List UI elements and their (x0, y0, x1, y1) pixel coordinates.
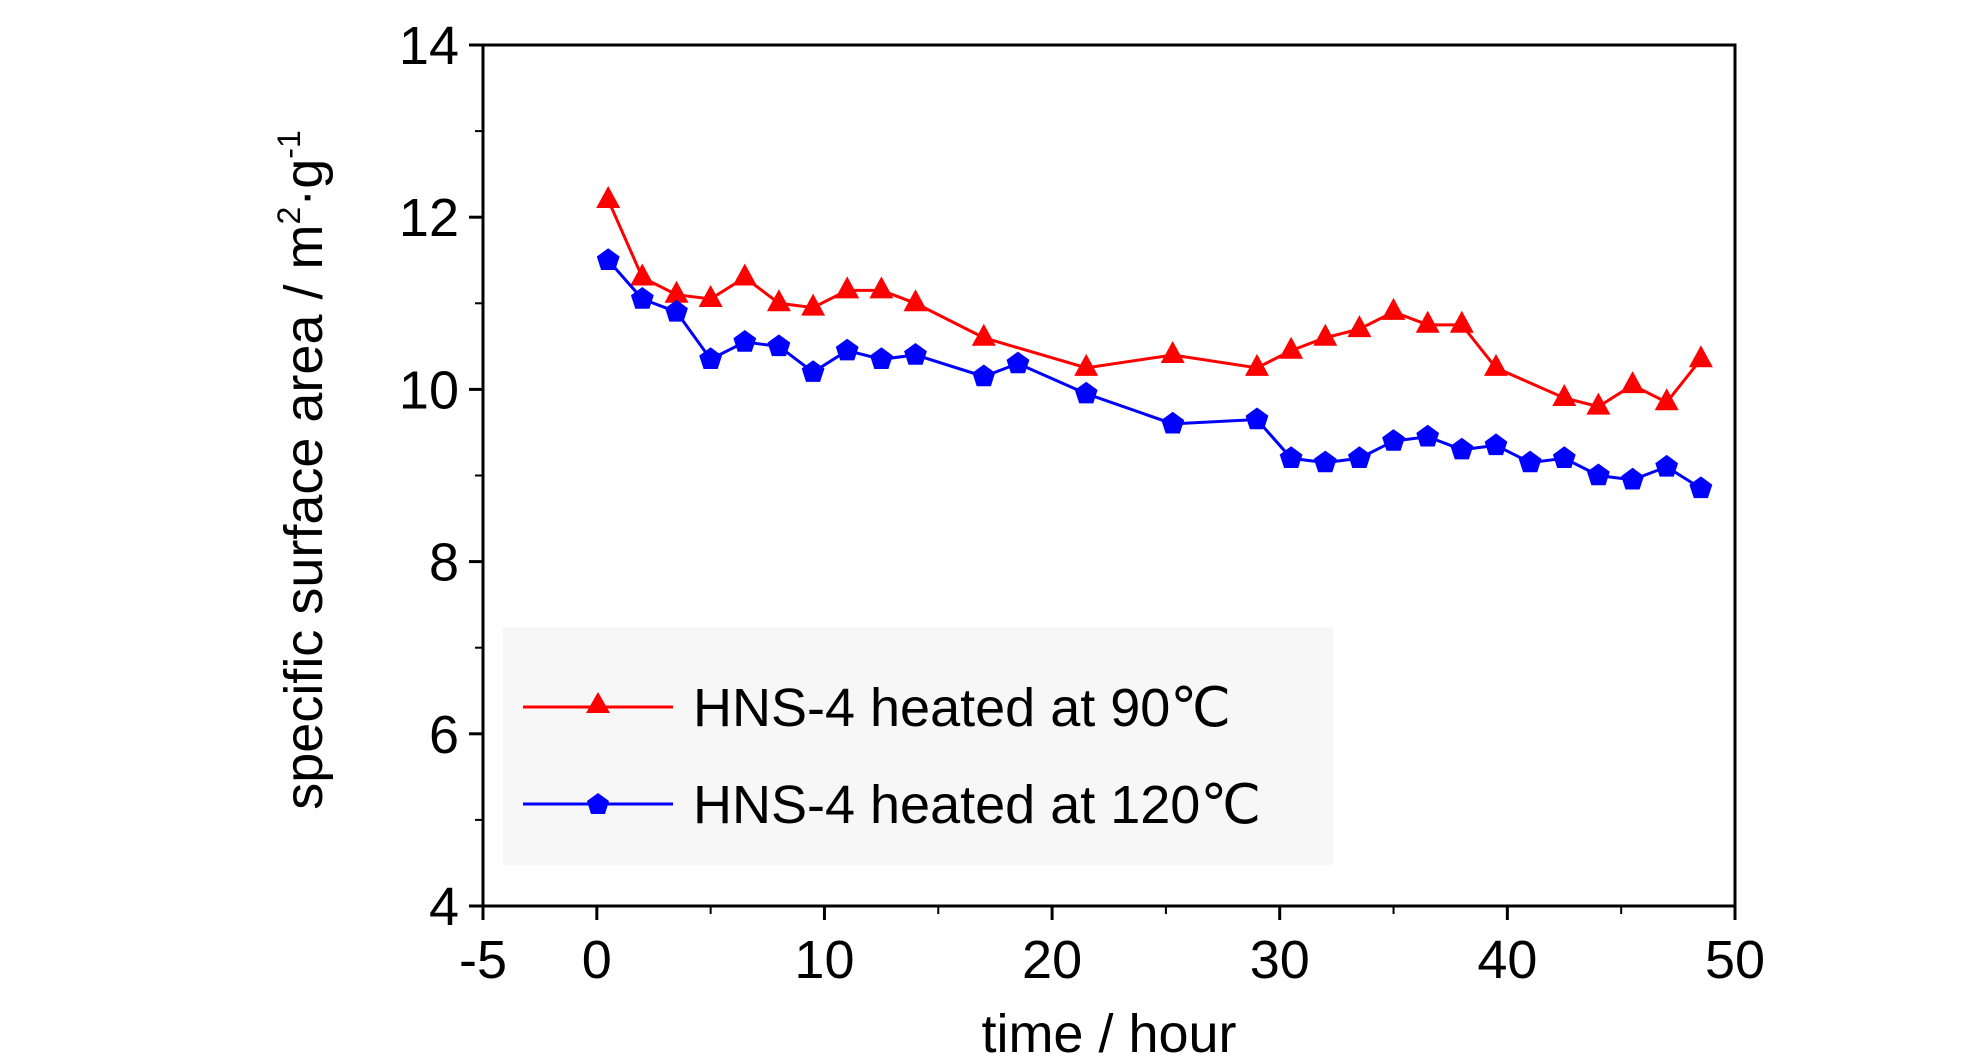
data-point (596, 248, 620, 270)
y-tick-label: 4 (429, 877, 459, 937)
series-0 (596, 186, 1713, 415)
data-point (972, 364, 996, 387)
data-point (1654, 388, 1679, 411)
data-point (835, 276, 860, 299)
data-point (1689, 476, 1713, 499)
y-tick-label: 14 (399, 16, 459, 76)
legend: HNS-4 heated at 90℃ HNS-4 heated at 120℃ (523, 678, 1261, 835)
data-point (664, 280, 689, 303)
data-point (1347, 315, 1372, 338)
data-point (1587, 463, 1610, 486)
data-point (1655, 454, 1679, 477)
data-point (870, 347, 893, 369)
data-point (835, 338, 859, 361)
data-point (767, 334, 791, 357)
data-point (1245, 407, 1269, 430)
x-tick-label: 10 (794, 930, 854, 990)
y-axis-label-sup2: -1 (271, 130, 307, 158)
data-point (1586, 392, 1611, 415)
data-point (1688, 345, 1713, 368)
data-point (1620, 371, 1645, 394)
data-point (766, 289, 791, 312)
data-point (1279, 446, 1303, 468)
data-point (1450, 437, 1474, 460)
data-point (1313, 323, 1338, 346)
data-point (1279, 336, 1304, 359)
data-point (1313, 450, 1337, 473)
data-point (971, 323, 996, 346)
series-layer (596, 186, 1713, 499)
y-tick-label: 8 (429, 533, 459, 593)
data-point (903, 289, 928, 312)
data-point (1161, 411, 1185, 434)
data-point (665, 299, 688, 322)
y-axis-label-main: specific surface area / m (274, 225, 334, 810)
data-point (1552, 446, 1576, 468)
data-point (1484, 353, 1508, 376)
y-axis-label-sup1: 2 (271, 207, 307, 225)
ticks: -5 0 10 20 30 40 50 4 6 8 10 12 14 (399, 16, 1765, 990)
data-point (1382, 429, 1405, 451)
data-point (630, 263, 655, 286)
x-tick-label: 0 (582, 930, 612, 990)
y-tick-label: 12 (399, 188, 459, 248)
x-axis-label: time / hour (981, 1004, 1236, 1063)
x-tick-label: 50 (1705, 930, 1765, 990)
y-tick-label: 10 (399, 360, 459, 420)
y-tick-label: 6 (429, 705, 459, 765)
data-point (1348, 446, 1371, 468)
data-point (1484, 433, 1508, 456)
data-point (1415, 310, 1440, 333)
data-point (1074, 353, 1099, 376)
data-point (733, 330, 757, 352)
data-point (698, 285, 723, 307)
data-point (1074, 381, 1098, 404)
data-point (801, 360, 825, 382)
data-point (801, 293, 826, 316)
legend-label-90: HNS-4 heated at 90℃ (693, 678, 1231, 738)
data-point (904, 343, 927, 365)
data-point (1381, 297, 1406, 320)
series-1 (596, 248, 1713, 499)
legend-label-120: HNS-4 heated at 120℃ (693, 775, 1261, 835)
data-point (596, 186, 621, 208)
data-point (1449, 310, 1474, 333)
x-tick-label: 40 (1477, 930, 1537, 990)
data-point (1621, 467, 1644, 490)
data-point (1416, 424, 1440, 447)
series-line (607, 259, 1702, 490)
data-point (869, 276, 894, 299)
data-point (1552, 384, 1577, 406)
x-tick-label: 30 (1250, 930, 1310, 990)
legend-marker-triangle (586, 692, 610, 713)
data-point (1245, 353, 1269, 376)
legend-marker-pentagon (587, 793, 609, 814)
data-point (1160, 341, 1185, 363)
x-tick-label: 20 (1022, 930, 1082, 990)
y-axis-label: specific surface area / m2·g-1 (271, 130, 334, 810)
data-point (732, 263, 757, 286)
data-point (630, 287, 654, 309)
data-point (699, 347, 722, 369)
data-point (1518, 450, 1542, 473)
legend-background (503, 627, 1333, 865)
data-point (1006, 351, 1030, 374)
y-axis-label-mid: ·g (274, 159, 334, 207)
x-tick-label: -5 (459, 930, 507, 990)
